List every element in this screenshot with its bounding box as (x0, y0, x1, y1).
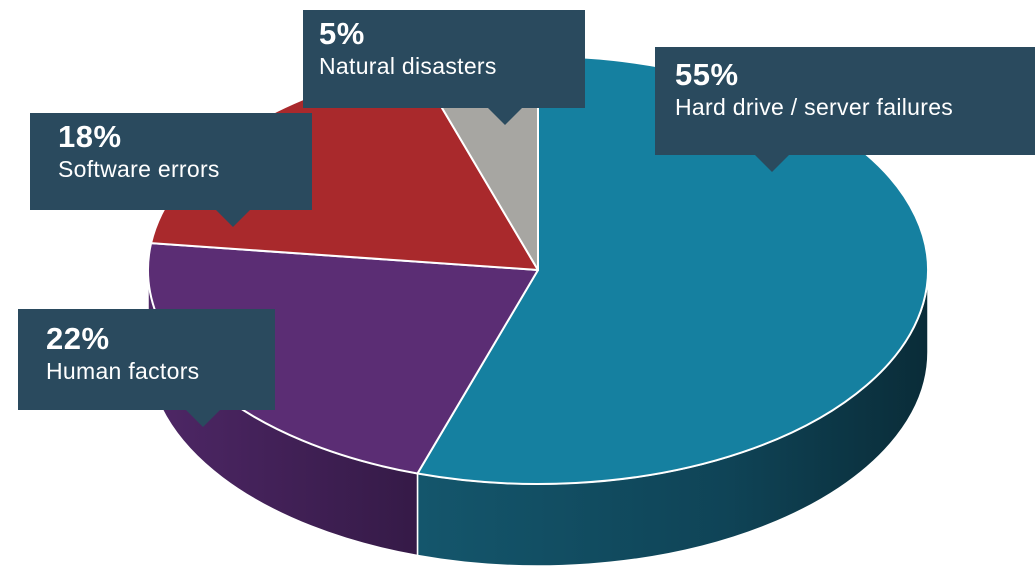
callout-pointer (755, 155, 789, 172)
callout-hard-drive-failures: 55% Hard drive / server failures (655, 47, 1035, 172)
slice-category-label: Human factors (46, 358, 200, 384)
slice-value-label: 18% (58, 119, 122, 154)
callout-pointer (186, 410, 220, 427)
slice-category-label: Natural disasters (319, 53, 497, 79)
slice-value-label: 22% (46, 321, 110, 356)
slice-category-label: Software errors (58, 156, 220, 182)
callout-pointer (488, 108, 522, 125)
slice-category-label: Hard drive / server failures (675, 94, 954, 120)
slice-value-label: 55% (675, 57, 739, 92)
callout-pointer (216, 210, 250, 227)
callout-human-factors: 22% Human factors (18, 309, 275, 427)
slice-value-label: 5% (319, 16, 365, 51)
callout-natural-disasters: 5% Natural disasters (303, 10, 585, 125)
callout-software-errors: 18% Software errors (30, 113, 312, 227)
